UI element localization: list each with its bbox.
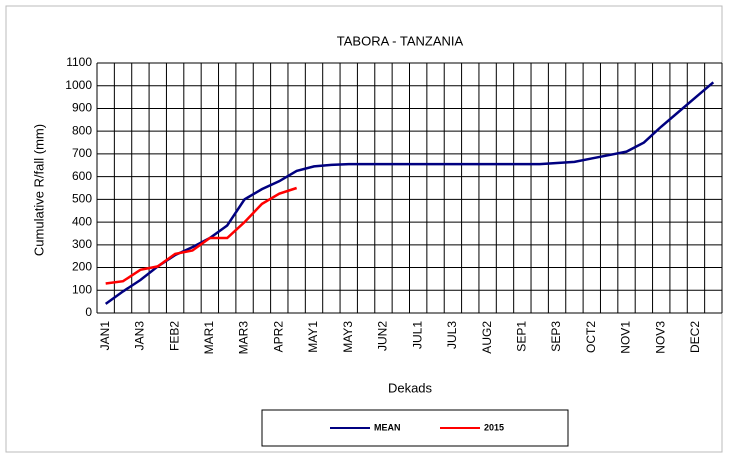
y-tick-label: 600 [72, 169, 92, 183]
x-tick-label: APR2 [271, 321, 285, 353]
x-tick-label: FEB2 [167, 321, 181, 351]
x-tick-label: MAY3 [341, 321, 355, 353]
y-tick-label: 500 [72, 192, 92, 206]
series-line [105, 186, 298, 285]
x-tick-label: MAY1 [306, 321, 320, 353]
y-tick-label: 0 [85, 305, 92, 319]
x-tick-label: MAR1 [202, 321, 216, 355]
y-tick-label: 300 [72, 237, 92, 251]
x-tick-label: JAN1 [98, 321, 112, 351]
legend [261, 409, 569, 447]
x-tick-label: JAN3 [133, 321, 147, 351]
y-tick-label: 700 [72, 146, 92, 160]
x-axis-label: Dekads [388, 380, 433, 395]
x-tick-label: JUL3 [445, 321, 459, 349]
x-tick-label: DEC2 [688, 321, 702, 353]
chart-frame [5, 5, 723, 453]
x-tick-label: NOV3 [653, 321, 667, 354]
x-tick-label: AUG2 [480, 321, 494, 354]
chart-title: TABORA - TANZANIA [337, 33, 464, 48]
legend-label: MEAN [374, 422, 401, 432]
y-tick-label: 1000 [65, 78, 92, 92]
y-tick-label: 1100 [66, 55, 92, 69]
x-tick-label: JUL1 [410, 321, 424, 349]
x-tick-label: NOV1 [619, 321, 633, 354]
x-tick-label: SEP1 [515, 321, 529, 352]
y-tick-label: 200 [72, 260, 92, 274]
x-tick-label: JUN2 [376, 321, 390, 351]
y-axis-label: Cumulative R/fall (mm) [31, 124, 46, 256]
y-tick-label: 100 [72, 282, 92, 296]
legend-label: 2015 [484, 422, 504, 432]
y-tick-label: 900 [72, 101, 92, 115]
y-tick-label: 400 [72, 214, 92, 228]
y-tick-label: 800 [72, 123, 92, 137]
x-tick-label: SEP3 [549, 321, 563, 352]
x-tick-label: OCT2 [584, 321, 598, 353]
x-tick-label: MAR3 [237, 321, 251, 355]
